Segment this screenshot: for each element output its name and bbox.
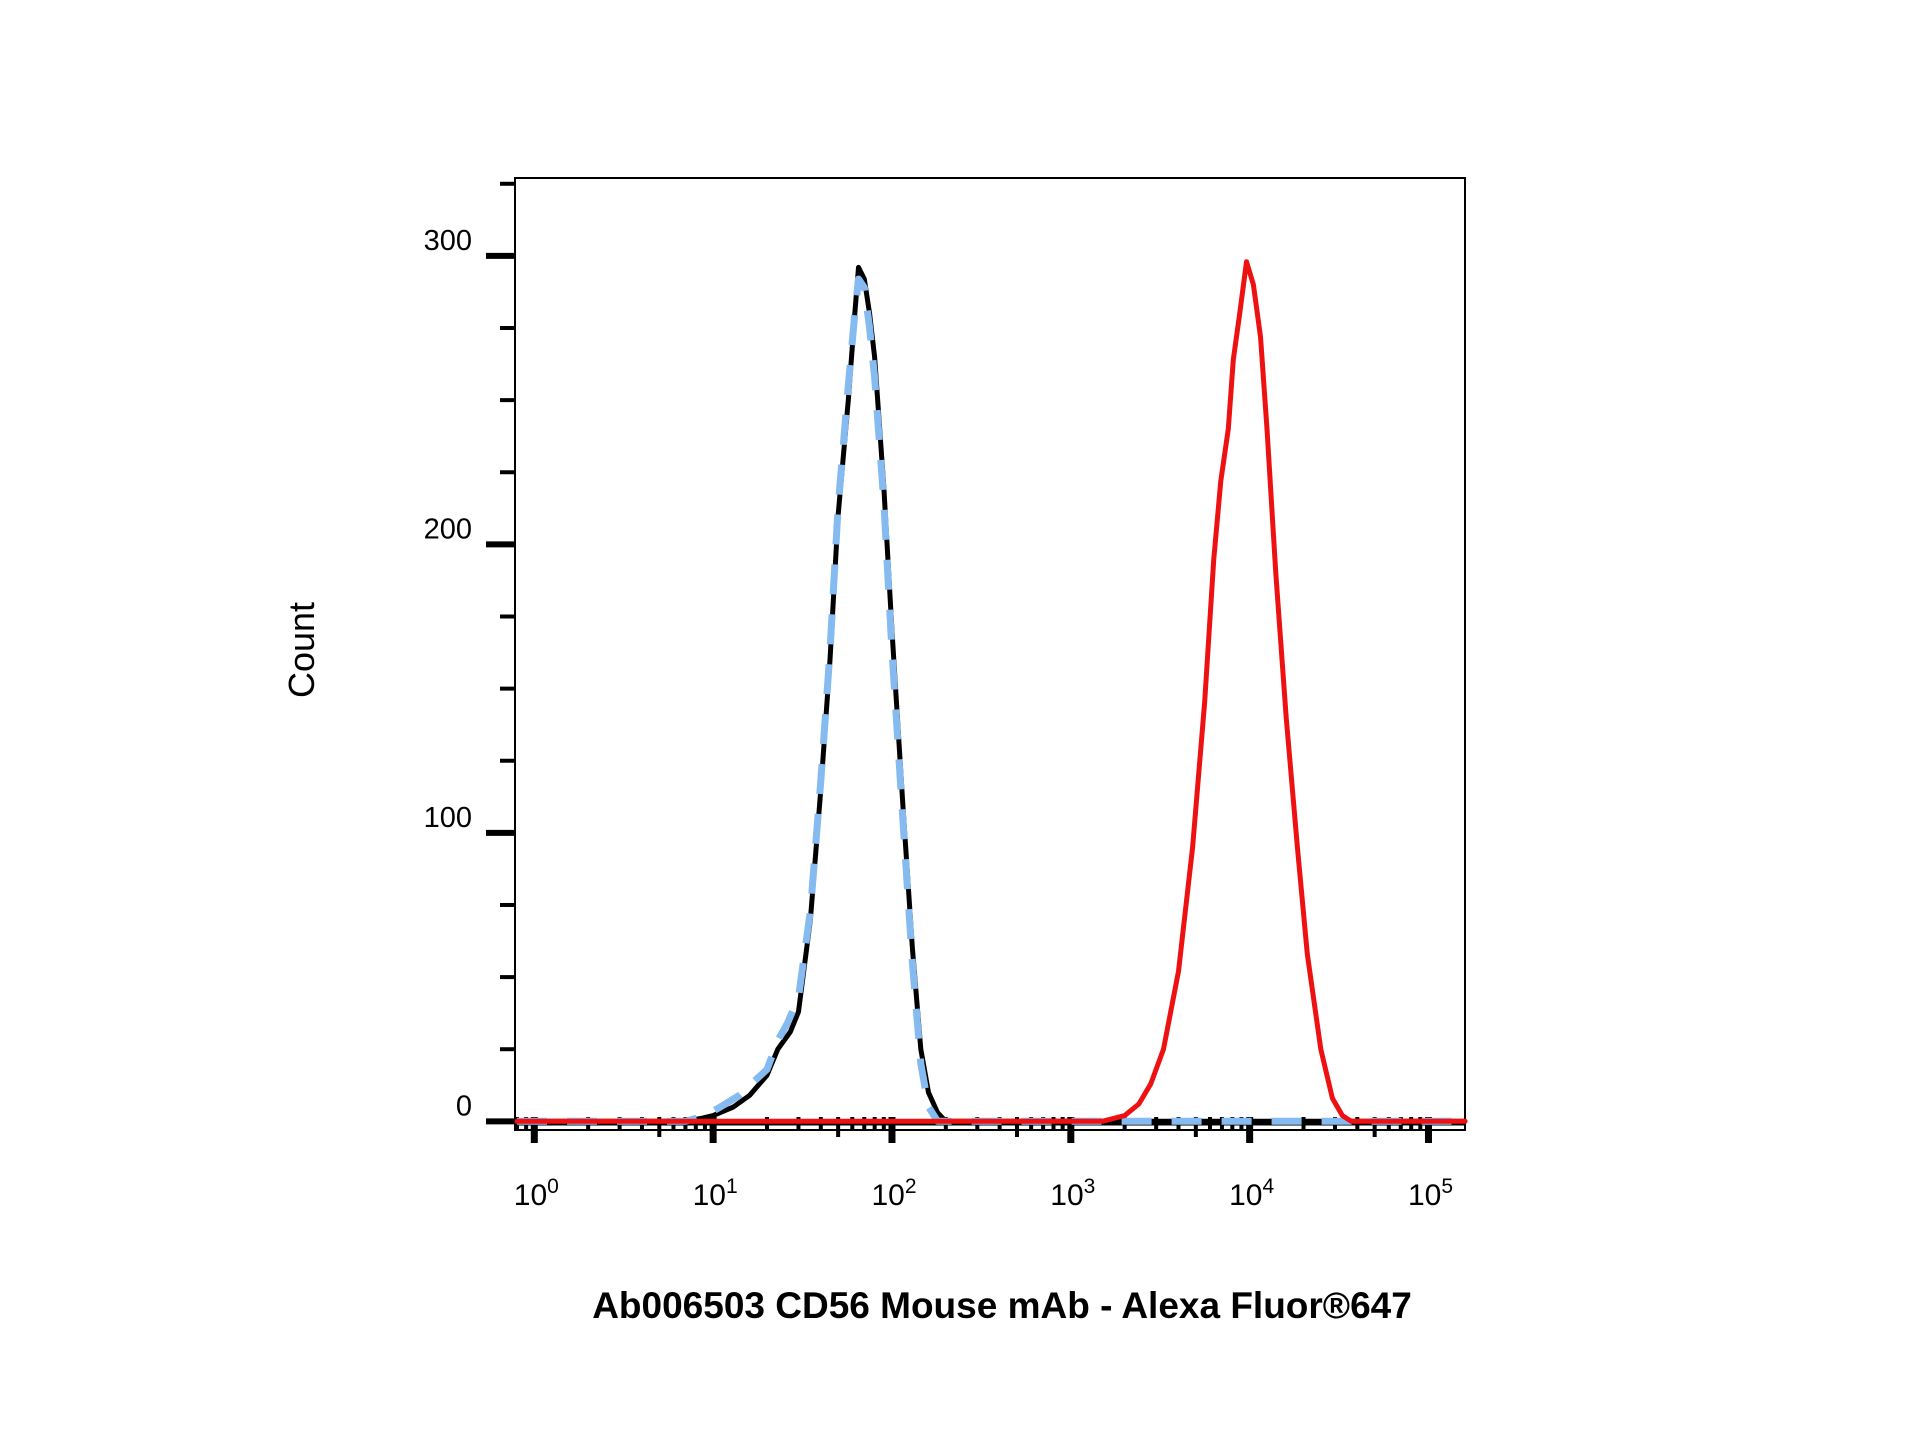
series-line-2 <box>514 259 1468 1124</box>
x-tick-label: 100 <box>514 1175 559 1212</box>
series-line-1 <box>517 275 1465 1125</box>
plot-frame <box>514 177 1466 1131</box>
y-tick-label: 200 <box>424 513 472 545</box>
y-tick-label: 100 <box>424 802 472 834</box>
y-axis-label: Count <box>281 602 322 698</box>
x-tick-label: 101 <box>693 1175 738 1212</box>
histogram-series <box>514 259 1468 1125</box>
x-axis-label: Ab006503 CD56 Mouse mAb - Alexa Fluor®64… <box>592 1285 1412 1326</box>
x-tick-label: 104 <box>1229 1175 1274 1212</box>
x-axis-tick-labels: 100 101 102 103 104 105 <box>514 1175 1453 1212</box>
x-tick-label: 103 <box>1050 1175 1095 1212</box>
y-axis-ticks <box>486 181 514 1125</box>
y-tick-label: 300 <box>424 225 472 257</box>
y-axis-tick-labels: 0 100 200 300 <box>424 225 472 1122</box>
x-tick-label: 102 <box>871 1175 916 1212</box>
y-tick-label: 0 <box>456 1090 472 1122</box>
series-line-0 <box>514 264 1468 1124</box>
x-tick-label: 105 <box>1408 1175 1453 1212</box>
